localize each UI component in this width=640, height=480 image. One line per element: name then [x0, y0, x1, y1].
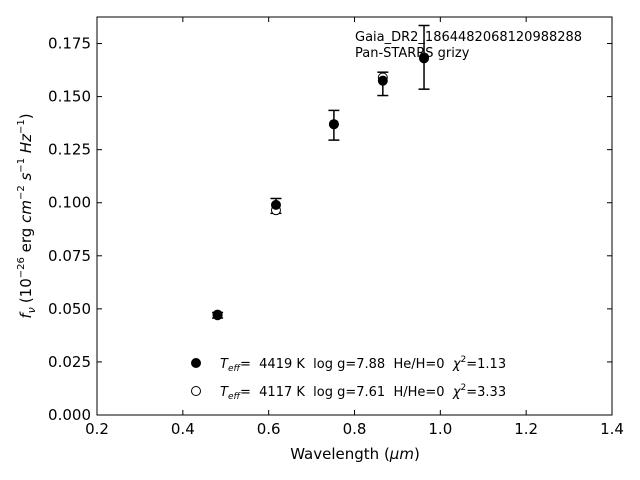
x-axis-label-close: ) — [414, 445, 420, 463]
model-point-filled — [328, 119, 339, 130]
y-axis-label: fν(10−26 erg cm−2 s−1 Hz−1) — [16, 113, 38, 318]
y-tick-label: 0.150 — [48, 88, 91, 106]
x-tick-label: 1.2 — [514, 420, 538, 438]
legend-marker-open — [191, 386, 201, 396]
x-tick-label: 1.4 — [600, 420, 624, 438]
y-tick-label: 0.025 — [48, 353, 91, 371]
legend-2-teff: T — [220, 385, 229, 400]
x-axis-label-text: Wavelength ( — [290, 445, 390, 463]
x-tick-label: 1.0 — [428, 420, 452, 438]
legend-2-chi: χ — [452, 385, 462, 400]
y-axis-label-u1: −26 — [16, 257, 27, 278]
y-axis-label-u3: cm — [17, 200, 35, 223]
x-tick-label: 0.2 — [85, 420, 109, 438]
y-axis-label-subscript: ν — [25, 307, 38, 313]
legend-1-teff: T — [220, 357, 229, 372]
legend-1-chi: χ — [452, 357, 462, 372]
y-axis-label-u4: −2 — [16, 185, 27, 200]
y-tick-label: 0.125 — [48, 141, 91, 159]
annotation-survey-name: Pan-STARRS grizy — [355, 46, 470, 61]
model-point-filled — [419, 53, 430, 64]
legend-entry-1: Teff= 4419 K log g=7.88 He/H=0 χ2=1.13 — [220, 355, 506, 374]
y-axis-label-u10: −1 — [16, 119, 27, 134]
y-axis-label-u7: −1 — [16, 158, 27, 173]
legend-1-chi-value: =1.13 — [466, 357, 506, 372]
plot-frame — [96, 16, 613, 416]
y-axis-label-u2: erg — [17, 223, 35, 257]
x-tick-label: 0.6 — [257, 420, 281, 438]
legend-1-params: = 4419 K log g=7.88 He/H=0 — [240, 357, 453, 372]
legend-2-chi-value: =3.33 — [466, 385, 506, 400]
legend-1-teff-sub: eff — [228, 364, 242, 374]
legend-2-teff-sub: eff — [228, 392, 242, 402]
y-tick-label: 0.050 — [48, 300, 91, 318]
plot-area: 0.2 0.4 0.6 0.8 1.0 1.2 1.4 0.000 0.025 0.050 0.07… — [48, 16, 624, 438]
y-tick-label: 0.075 — [48, 247, 91, 265]
x-axis-label: Wavelength (μm) — [290, 445, 420, 463]
annotation-target-name: Gaia_DR2_1864482068120988288 — [355, 30, 582, 45]
model-point-filled — [377, 75, 388, 86]
model-point-filled — [212, 309, 223, 320]
x-tick-label: 0.4 — [171, 420, 195, 438]
y-tick-label: 0.175 — [48, 35, 91, 53]
y-axis-label-symbol: f — [17, 311, 35, 319]
y-tick-label: 0.000 — [48, 406, 91, 424]
legend-2-chi-sup: 2 — [461, 383, 467, 393]
y-axis-label-u0: (10 — [17, 278, 35, 303]
y-axis-label-u6: s — [17, 173, 35, 181]
legend-marker-filled — [191, 358, 201, 368]
y-tick-label: 0.100 — [48, 194, 91, 212]
legend-2-params: = 4117 K log g=7.61 H/He=0 — [240, 385, 453, 400]
legend: Teff= 4419 K log g=7.88 He/H=0 χ2=1.13 T… — [191, 355, 506, 402]
y-axis-label-u9: Hz — [17, 133, 35, 153]
x-tick-label: 0.8 — [343, 420, 367, 438]
legend-entry-2: Teff= 4117 K log g=7.61 H/He=0 χ2=3.33 — [220, 383, 506, 402]
model-point-filled — [270, 199, 281, 210]
legend-1-chi-sup: 2 — [461, 355, 467, 365]
x-axis-label-unit: μm — [389, 445, 414, 463]
y-axis-label-u11: ) — [17, 113, 35, 119]
